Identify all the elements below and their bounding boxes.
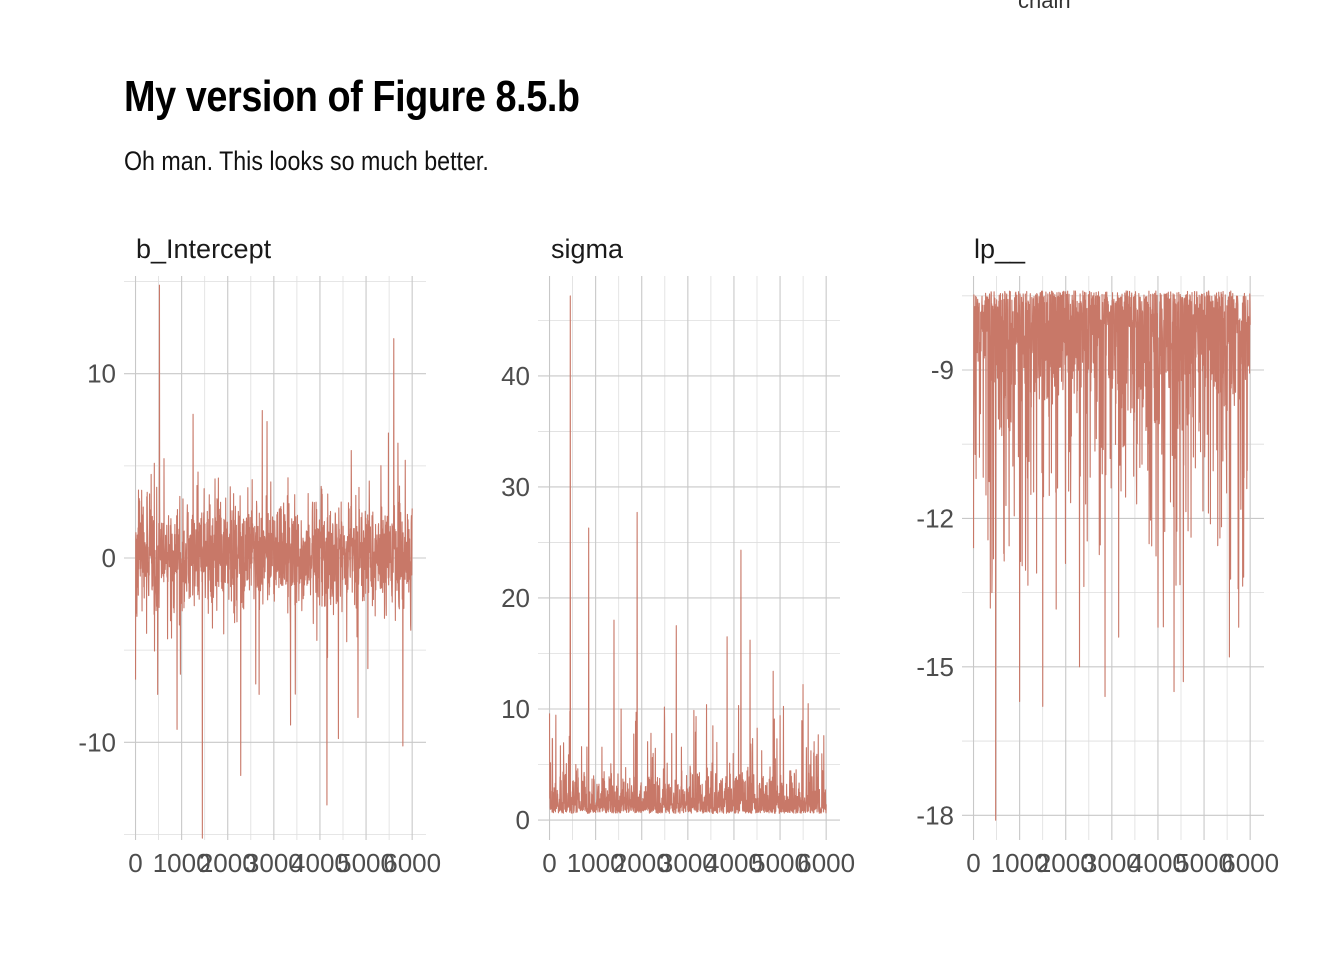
y-tick-label: -9 (931, 355, 954, 385)
x-tick-label: 0 (128, 848, 142, 878)
legend-title-peek: chain (1018, 0, 1071, 13)
x-tick-label: 5000 (337, 848, 395, 878)
trace-line-b-Intercept (134, 284, 413, 839)
y-tick-label: 30 (501, 472, 530, 502)
panel-b-Intercept: b_Intercept -10 0 10 0 1000200030004000500060… (78, 234, 441, 878)
x-tick-label: 4000 (705, 848, 763, 878)
x-tick-label: 3000 (1083, 848, 1141, 878)
x-tick-label: 0 (966, 848, 980, 878)
x-tick-label: 5000 (1175, 848, 1233, 878)
y-tick-label: 20 (501, 583, 530, 613)
y-tick-label: -10 (78, 727, 116, 757)
x-tick-label: 0 (542, 848, 556, 878)
x-tick-label: 1000 (567, 848, 625, 878)
panel-strip-label: sigma (551, 234, 624, 264)
panel-strip-label: lp__ (974, 234, 1026, 264)
x-tick-label: 2000 (613, 848, 671, 878)
page-title: My version of Figure 8.5.b (124, 72, 580, 121)
trace-line-sigma (548, 295, 827, 814)
y-tick-label: 0 (516, 805, 530, 835)
x-tick-label: 4000 (291, 848, 349, 878)
y-tick-label: 10 (501, 694, 530, 724)
x-tick-label: 6000 (1221, 848, 1279, 878)
y-tick-label: -12 (916, 503, 954, 533)
y-tick-label: 0 (102, 543, 116, 573)
x-tick-label: 5000 (751, 848, 809, 878)
page-subtitle: Oh man. This looks so much better. (124, 146, 489, 176)
x-tick-label: 3000 (245, 848, 303, 878)
x-tick-label: 1000 (991, 848, 1049, 878)
x-tick-label: 6000 (797, 848, 855, 878)
x-tick-label: 3000 (659, 848, 717, 878)
x-tick-label: 2000 (199, 848, 257, 878)
y-tick-label: 40 (501, 361, 530, 391)
x-tick-label: 6000 (383, 848, 441, 878)
y-tick-label: -18 (916, 800, 954, 830)
x-tick-label: 1000 (153, 848, 211, 878)
x-tick-label: 4000 (1129, 848, 1187, 878)
x-tick-label: 2000 (1037, 848, 1095, 878)
panel-strip-label: b_Intercept (136, 234, 272, 264)
y-tick-label: 10 (87, 359, 116, 389)
trace-line-lp (972, 290, 1251, 821)
y-tick-label: -15 (916, 652, 954, 682)
